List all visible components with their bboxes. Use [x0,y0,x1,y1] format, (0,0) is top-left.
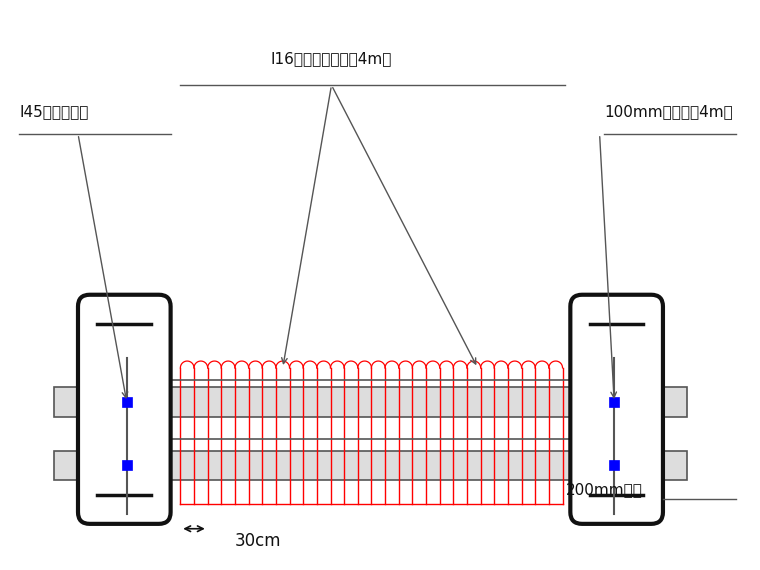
Bar [122,397,131,407]
Bar [54,451,687,480]
Bar [610,461,619,470]
Bar [610,397,619,407]
Bar [122,461,131,470]
Text: 100mm穿心棒（4m）: 100mm穿心棒（4m） [604,105,733,120]
Text: 30cm: 30cm [235,532,282,551]
Text: I45工字钢主梁: I45工字钢主梁 [20,105,89,120]
Text: I16工字钢分配梁（4m）: I16工字钢分配梁（4m） [271,51,392,66]
FancyBboxPatch shape [570,295,663,524]
Text: 200mm砂箱: 200mm砂箱 [565,482,642,497]
Bar [54,388,687,417]
FancyBboxPatch shape [78,295,170,524]
